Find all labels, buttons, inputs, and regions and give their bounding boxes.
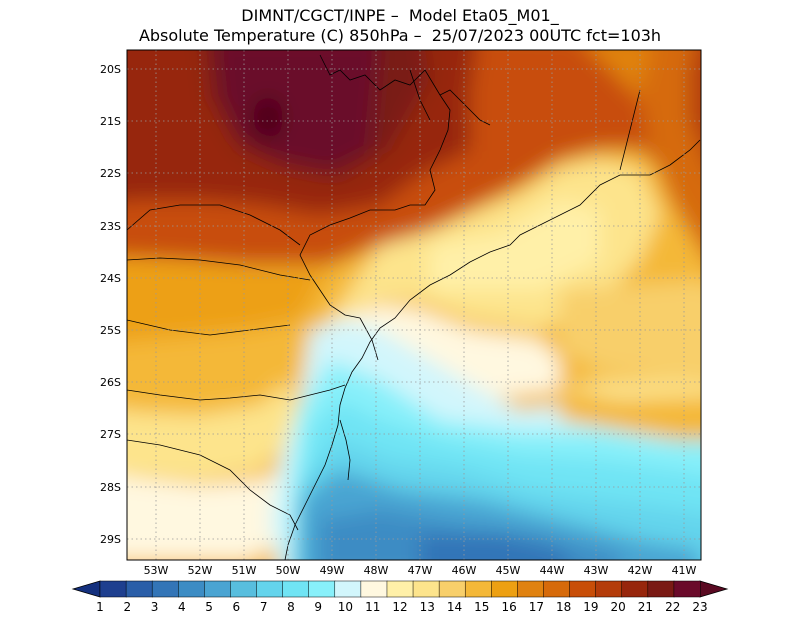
colorbar-cell: [673, 580, 701, 598]
chart-title-line-1: DIMNT/CGCT/INPE – Model Eta05_M01_: [241, 6, 559, 25]
colorbar-cell: [543, 580, 571, 598]
colorbar-label: 1: [96, 600, 104, 614]
lon-label: 51W: [232, 564, 257, 577]
colorbar-cell: [204, 580, 231, 598]
colorbar-cell: [569, 580, 597, 598]
colorbar-label: 20: [611, 600, 626, 614]
lon-label: 43W: [584, 564, 609, 577]
colorbar-label: 21: [638, 600, 653, 614]
lat-label: 20S: [100, 63, 121, 76]
lon-label: 44W: [540, 564, 565, 577]
colorbar-label: 18: [556, 600, 571, 614]
lon-label: 42W: [628, 564, 653, 577]
longitude-labels: 53W 52W 51W 50W 49W 48W 47W 46W 45W 44W …: [144, 564, 697, 577]
lon-label: 52W: [188, 564, 213, 577]
temperature-field: [127, 50, 701, 560]
colorbar-cell: [178, 580, 205, 598]
colorbar-label: 5: [205, 600, 213, 614]
lon-label: 48W: [364, 564, 389, 577]
lon-label: 46W: [452, 564, 477, 577]
lon-label: 47W: [408, 564, 433, 577]
colorbar-cell: [360, 580, 388, 598]
latitude-labels: 20S 21S 22S 23S 24S 25S 26S 27S 28S 29S: [100, 63, 121, 546]
lat-label: 23S: [100, 220, 121, 233]
colorbar-cell: [595, 580, 623, 598]
colorbar-label: 12: [392, 600, 407, 614]
colorbar-label: 9: [314, 600, 322, 614]
colorbar: 1 2 3 4 5 6 7 8 9 10 11 12 13 14 15 16 17 18 19 20 21 22 23: [71, 580, 729, 614]
colorbar-cell: [386, 580, 414, 598]
colorbar-cell: [308, 580, 336, 598]
colorbar-label: 16: [501, 600, 516, 614]
colorbar-label: 13: [420, 600, 435, 614]
colorbar-label: 6: [233, 600, 241, 614]
colorbar-label: 10: [338, 600, 353, 614]
colorbar-right-arrow: [699, 580, 729, 598]
lat-label: 28S: [100, 481, 121, 494]
lat-label: 21S: [100, 115, 121, 128]
lat-label: 24S: [100, 272, 121, 285]
colorbar-cell: [99, 580, 127, 598]
graticule: [127, 50, 701, 560]
colorbar-label: 4: [178, 600, 186, 614]
lat-label: 25S: [100, 324, 121, 337]
colorbar-cell: [464, 580, 492, 598]
colorbar-left-arrow: [71, 580, 101, 598]
colorbar-cell: [230, 580, 258, 598]
lat-label: 29S: [100, 533, 121, 546]
lon-label: 41W: [672, 564, 697, 577]
colorbar-label: 8: [287, 600, 295, 614]
colorbar-label: 22: [665, 600, 680, 614]
coastline-and-borders: [127, 54, 701, 560]
colorbar-cell: [491, 580, 518, 598]
chart-title-line-2: Absolute Temperature (C) 850hPa – 25/07/…: [138, 26, 662, 45]
colorbar-cell: [647, 580, 675, 598]
lat-label: 26S: [100, 376, 121, 389]
colorbar-cell: [438, 580, 466, 598]
colorbar-cell: [125, 580, 153, 598]
colorbar-cell: [517, 580, 545, 598]
lon-label: 50W: [276, 564, 301, 577]
colorbar-label: 23: [692, 600, 707, 614]
colorbar-label: 7: [260, 600, 268, 614]
lon-label: 45W: [496, 564, 521, 577]
colorbar-label: 17: [529, 600, 544, 614]
colorbar-cell: [412, 580, 440, 598]
colorbar-label: 15: [474, 600, 489, 614]
colorbar-cell: [621, 580, 649, 598]
colorbar-cell: [282, 580, 310, 598]
colorbar-cell: [334, 580, 362, 598]
colorbar-cell: [256, 580, 284, 598]
lon-label: 49W: [320, 564, 345, 577]
colorbar-label: 19: [583, 600, 598, 614]
colorbar-label: 11: [365, 600, 380, 614]
lat-label: 22S: [100, 167, 121, 180]
lat-label: 27S: [100, 428, 121, 441]
colorbar-label: 14: [447, 600, 462, 614]
colorbar-label: 3: [151, 600, 159, 614]
colorbar-label: 2: [123, 600, 131, 614]
lon-label: 53W: [144, 564, 169, 577]
colorbar-cell: [151, 580, 179, 598]
map-frame: [126, 49, 702, 561]
